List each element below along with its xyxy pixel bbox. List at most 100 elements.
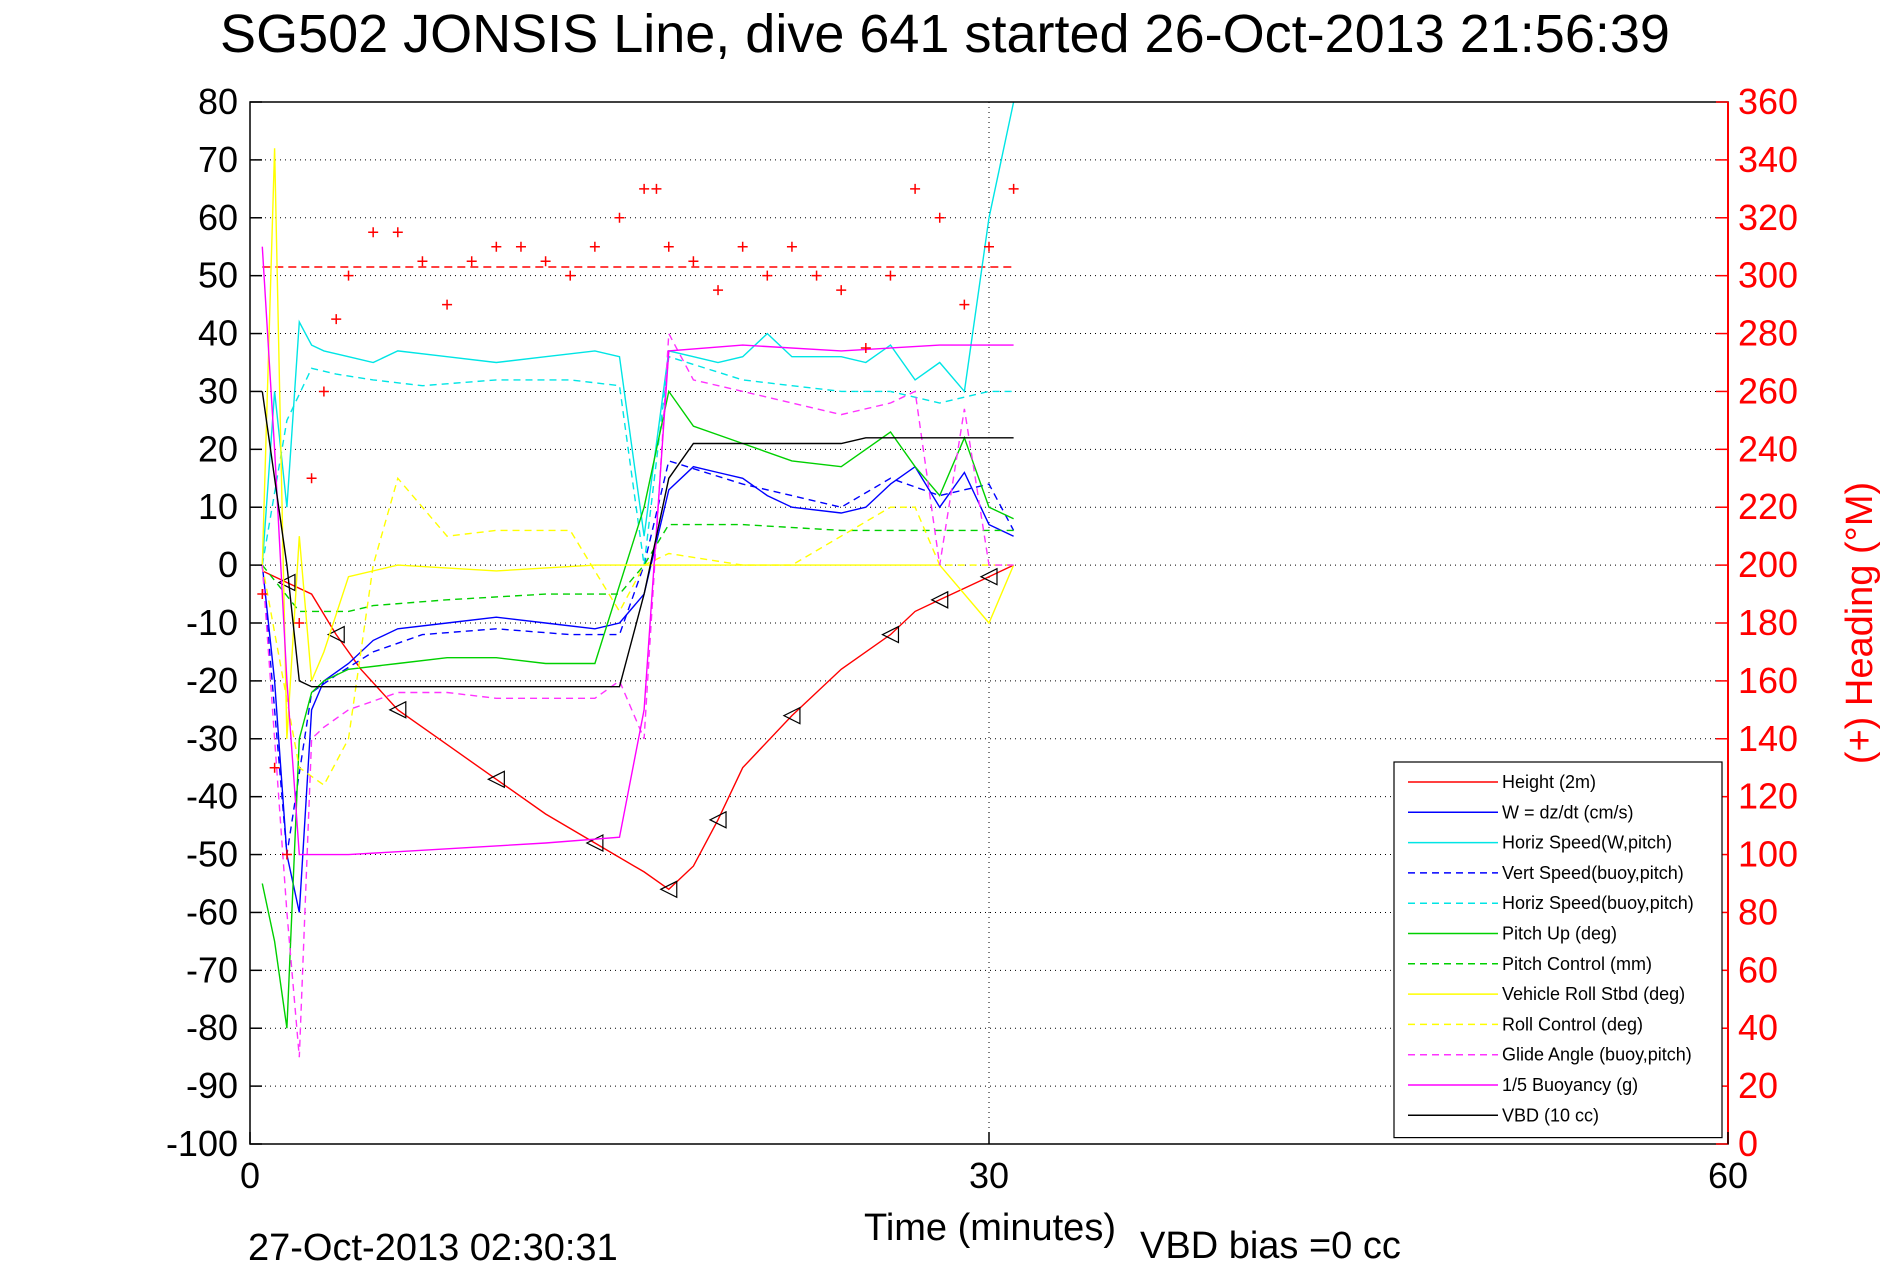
heading-point [910,183,921,194]
heading-point [786,241,797,252]
y-tick-label: 70 [198,139,238,180]
right-tick-label: 340 [1738,139,1798,180]
y-tick-label: 20 [198,428,238,469]
heading-point [294,618,305,628]
heading-point [466,256,477,267]
height-marker [388,700,407,719]
series-9 [261,331,1014,1058]
right-tick-label: 360 [1738,81,1798,122]
y-tick-label: -90 [186,1065,238,1106]
right-tick-label: 40 [1738,1007,1778,1048]
series-line [262,564,1014,891]
heading-point [306,473,317,484]
series-3 [261,460,1015,855]
heading-point [713,285,724,296]
heading-point [885,270,896,281]
right-tick-label: 160 [1738,660,1798,701]
heading-point [762,270,773,281]
legend-label: Height (2m) [1502,772,1596,792]
heading-point [984,241,994,252]
legend-label: 1/5 Buoyancy (g) [1502,1075,1638,1095]
vbd-bias-footer: VBD bias =0 cc [1140,1225,1401,1262]
series-2 [261,101,1015,566]
right-tick-label: 240 [1738,428,1798,469]
y-tick-label: 0 [218,544,238,585]
legend-label: Pitch Control (mm) [1502,954,1652,974]
legend-label: Horiz Speed(W,pitch) [1502,833,1672,853]
right-tick-label: 260 [1738,370,1798,411]
series-5 [261,389,1014,1029]
heading-point [368,227,379,238]
y-tick-label: -60 [186,891,238,932]
right-tick-label: 280 [1738,313,1798,354]
height-marker [881,625,900,644]
series-layer [257,101,1019,1058]
right-tick-label: 100 [1738,834,1798,875]
ticks: 80706050403020100-10-20-30-40-50-60-70-8… [166,81,1798,1196]
x-tick-label: 60 [1708,1155,1748,1196]
series-7 [261,148,1015,739]
right-tick-label: 120 [1738,776,1798,817]
right-tick-label: 220 [1738,486,1798,527]
heading-point [811,270,822,281]
heading-point [1008,183,1019,194]
heading-point [257,589,268,600]
height-marker [708,810,727,829]
heading-point [651,183,662,194]
heading-point [343,270,354,281]
heading-point [281,849,292,860]
x-axis-label: Time (minutes) [864,1207,1116,1249]
heading-point [663,241,674,252]
legend-label: Roll Control (deg) [1502,1014,1643,1034]
heading-point [392,227,403,238]
right-tick-label: 300 [1738,255,1798,296]
series-10 [261,246,1014,856]
y-tick-label: -100 [166,1123,238,1164]
y-tick-label: 80 [198,81,238,122]
series-11 [261,391,1014,688]
heading-point [737,241,748,252]
chart-title: SG502 JONSIS Line, dive 641 started 26-O… [220,4,1670,64]
y-tick-label: -10 [186,602,238,643]
series-line [261,460,1015,855]
y-tick-label: -50 [186,834,238,875]
series-12 [257,183,1019,860]
y-tick-label: -40 [186,776,238,817]
heading-point [959,299,970,310]
right-tick-label: 200 [1738,544,1798,585]
legend-label: W = dz/dt (cm/s) [1502,802,1634,822]
legend-label: Horiz Speed(buoy,pitch) [1502,893,1694,913]
heading-point [614,212,625,223]
height-marker [782,706,801,725]
legend-label: Pitch Up (deg) [1502,924,1617,944]
heading-point [639,183,650,194]
right-tick-label: 20 [1738,1065,1778,1106]
heading-point [442,299,453,310]
right-tick-label: 80 [1738,891,1778,932]
series-4 [261,355,1014,566]
x-tick-label: 30 [969,1155,1009,1196]
legend-label: Vehicle Roll Stbd (deg) [1502,984,1685,1004]
heading-point [565,270,576,281]
right-tick-label: 320 [1738,197,1798,238]
height-marker [930,590,949,609]
legend-label: Glide Angle (buoy,pitch) [1502,1045,1692,1065]
height-marker [979,567,998,586]
legend-label: VBD (10 cc) [1502,1105,1599,1125]
right-tick-label: 140 [1738,718,1798,759]
heading-point [934,212,945,223]
heading-point [589,241,600,252]
series-line [261,389,1014,1029]
right-tick-label: 180 [1738,602,1798,643]
series-line [261,476,1014,787]
heading-point [417,256,428,267]
heading-point [491,241,502,252]
series-line [261,148,1015,739]
right-axis-label: (+) Heading (°M) [1839,482,1881,764]
y-tick-label: -20 [186,660,238,701]
y-tick-label: 60 [198,197,238,238]
right-tick-label: 60 [1738,949,1778,990]
heading-point [836,285,847,296]
series-line [261,391,1014,688]
